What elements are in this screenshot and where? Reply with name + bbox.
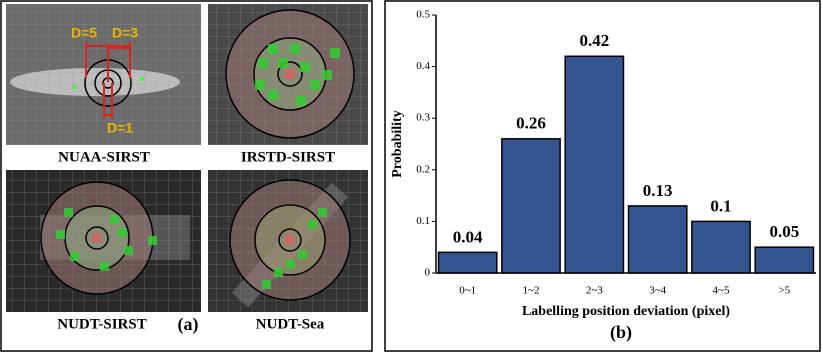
panel-caption: (a) [178, 314, 199, 335]
x-tick-label: 0~1 [459, 285, 476, 297]
data-label: 0.42 [579, 31, 609, 50]
bar [691, 220, 751, 274]
bar [501, 138, 561, 274]
y-tick-label: 0.2 [416, 163, 430, 175]
bar [754, 246, 815, 274]
panel-caption: (b) [610, 322, 632, 343]
y-tick-label: 0.4 [416, 60, 430, 72]
image-label: NUAA-SIRST [58, 149, 150, 165]
annotation: D=1 [107, 120, 133, 136]
panel-b-frame [384, 0, 821, 352]
data-label: 0.1 [710, 196, 731, 215]
bar [437, 251, 498, 274]
y-tick-label: 0 [425, 267, 431, 279]
bar [627, 205, 688, 274]
image-nudt [6, 170, 201, 312]
image-nuaa [6, 4, 201, 145]
x-tick-label: 2~3 [586, 285, 603, 297]
data-label: 0.04 [453, 227, 483, 246]
x-axis-label: Labelling position deviation (pixel) [522, 304, 730, 319]
data-label: 0.13 [643, 181, 673, 200]
data-label: 0.05 [769, 222, 799, 241]
bar [564, 55, 625, 274]
image-irstd [208, 4, 368, 145]
y-tick-label: 0.5 [416, 9, 430, 21]
x-tick-label: 4~5 [713, 285, 730, 297]
y-axis-label: Probability [390, 110, 405, 177]
annotation: D=5 [71, 25, 97, 41]
data-label: 0.26 [516, 114, 546, 133]
x-tick-label: >5 [778, 285, 790, 297]
panel-a-frame [0, 0, 373, 352]
image-label: NUDT-SIRST [57, 316, 146, 332]
y-tick-label: 0.1 [416, 215, 430, 227]
x-tick-label: 3~4 [649, 285, 666, 297]
y-tick-label: 0.3 [416, 112, 430, 124]
annotation: D=3 [112, 25, 138, 41]
bar-chart: 0 0.1 0.2 0.3 0.4 0.5 0.04 0~1 0.26 1~2 0.42 2~3 0.1… [390, 9, 816, 343]
image-nudt-sea [208, 170, 368, 312]
image-label: NUDT-Sea [256, 316, 325, 332]
x-tick-label: 1~2 [523, 285, 540, 297]
image-label: IRSTD-SIRST [241, 149, 335, 165]
